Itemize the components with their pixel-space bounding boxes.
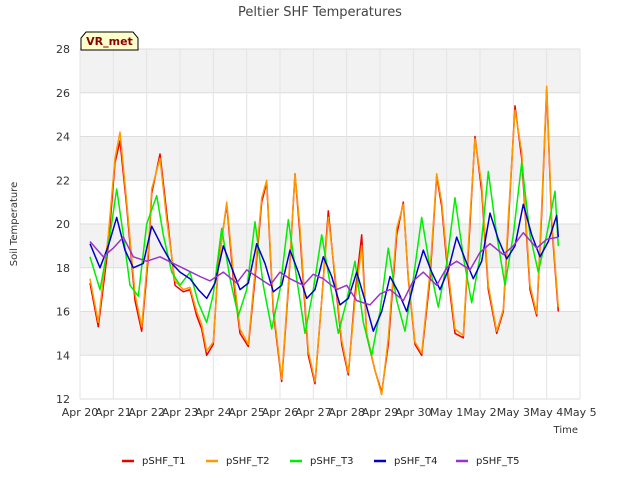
station-badge: VR_met: [80, 31, 139, 51]
x-axis-label: Time: [553, 425, 578, 436]
legend-label: pSHF_T3: [310, 456, 353, 467]
y-tick-label: 20: [56, 218, 70, 231]
x-tick-label: Apr 22: [128, 406, 165, 419]
y-tick-label: 16: [56, 306, 70, 319]
station-badge-label: VR_met: [86, 35, 133, 48]
x-tick-label: Apr 23: [162, 406, 199, 419]
y-tick-label: 24: [56, 131, 70, 144]
y-tick-label: 14: [56, 349, 70, 362]
y-tick-label: 28: [56, 43, 70, 56]
series-line-pSHF_T4: [89, 203, 560, 332]
y-tick-label: 12: [56, 393, 70, 406]
chart-title: Peltier SHF Temperatures: [238, 5, 402, 20]
x-tick-label: Apr 21: [95, 406, 132, 419]
legend-label: pSHF_T4: [394, 456, 437, 467]
series-line-pSHF_T3: [89, 161, 560, 357]
series-line-pSHF_T5: [89, 231, 559, 306]
x-tick-label: May 1: [430, 406, 463, 419]
legend-label: pSHF_T2: [226, 456, 269, 467]
x-tick-label: Apr 24: [195, 406, 232, 419]
legend-label: pSHF_T5: [476, 456, 519, 467]
y-axis-ticks: 12 14 16 18 20 22 24 26 28: [56, 43, 70, 406]
x-tick-label: Apr 29: [362, 406, 399, 419]
plot-band: [80, 136, 580, 181]
x-tick-label: Apr 27: [295, 406, 332, 419]
station-badge-shape: [80, 31, 139, 51]
x-tick-label: May 3: [497, 406, 530, 419]
plot-band: [80, 311, 580, 356]
x-tick-label: May 2: [463, 406, 496, 419]
x-tick-label: May 4: [530, 406, 563, 419]
series-lines: [89, 85, 560, 396]
x-tick-label: Apr 20: [62, 406, 99, 419]
x-tick-label: Apr 25: [228, 406, 265, 419]
y-axis-label: Soil Temperature: [9, 182, 20, 267]
x-tick-label: Apr 28: [328, 406, 365, 419]
y-tick-label: 22: [56, 174, 70, 187]
y-tick-label: 18: [56, 262, 70, 275]
x-tick-label: Apr 26: [262, 406, 299, 419]
legend-label: pSHF_T1: [142, 456, 185, 467]
y-tick-label: 26: [56, 87, 70, 100]
legend: pSHF_T1 pSHF_T2 pSHF_T3 pSHF_T4 pSHF_T5: [122, 456, 519, 467]
x-tick-label: Apr 30: [395, 406, 432, 419]
x-tick-label: May 5: [563, 406, 596, 419]
plot-band: [80, 49, 580, 93]
